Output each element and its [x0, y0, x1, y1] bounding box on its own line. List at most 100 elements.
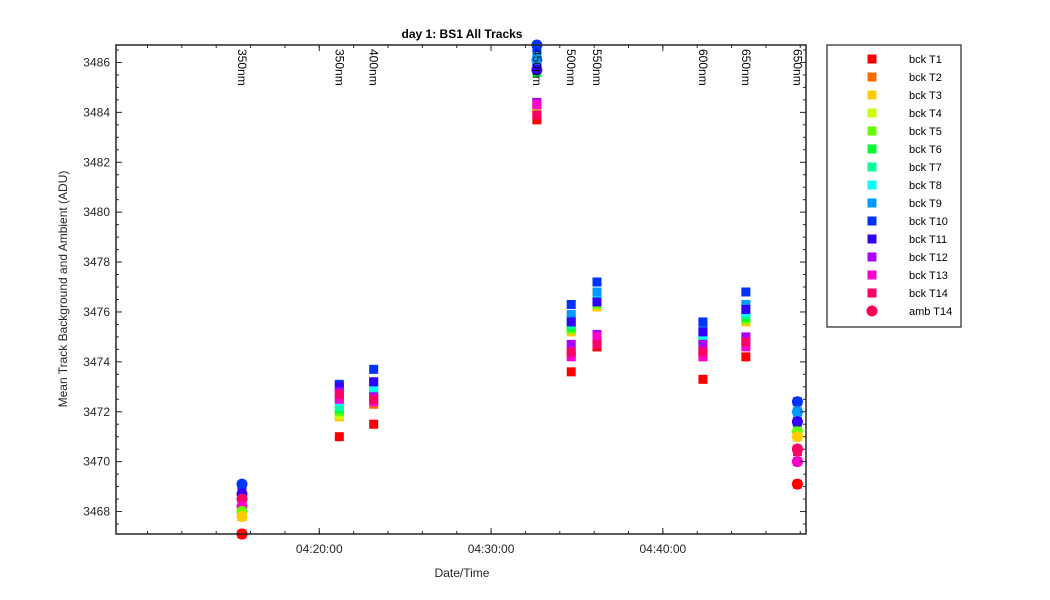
legend-marker: [866, 305, 878, 317]
data-point-square: [334, 389, 344, 399]
wavelength-annotation: 650nm: [790, 49, 804, 86]
legend-marker: [867, 288, 877, 298]
legend-label: bck T11: [909, 234, 947, 246]
data-point-square: [369, 364, 379, 374]
wavelength-annotation: 350nm: [235, 49, 249, 86]
wavelength-annotation: 400nm: [367, 49, 381, 86]
y-tick-label: 3474: [83, 355, 110, 369]
data-point-square: [698, 374, 708, 384]
x-axis-title: Date/Time: [435, 566, 490, 580]
legend-marker: [867, 54, 877, 64]
data-point-square: [741, 287, 751, 297]
legend-label: bck T4: [909, 108, 942, 120]
data-point-square: [369, 419, 379, 429]
legend-label: bck T14: [909, 288, 948, 300]
legend-marker: [867, 234, 877, 244]
y-tick-label: 3472: [83, 405, 110, 419]
x-tick-label: 04:20:00: [296, 542, 343, 556]
data-point-square: [592, 287, 602, 297]
legend-marker: [867, 270, 877, 280]
data-point-square: [592, 332, 602, 342]
legend-label: bck T6: [909, 144, 942, 156]
legend-marker: [867, 180, 877, 190]
data-point-square: [532, 110, 542, 120]
data-point-square: [369, 394, 379, 404]
data-point-square: [566, 367, 576, 377]
legend-label: bck T2: [909, 72, 942, 84]
y-tick-label: 3480: [83, 205, 110, 219]
data-point-square: [334, 382, 344, 392]
data-point-circle: [236, 478, 248, 490]
data-point-square: [566, 299, 576, 309]
data-point-square: [592, 339, 602, 349]
y-axis-title: Mean Track Background and Ambient (ADU): [56, 171, 70, 408]
wavelength-annotation: 500nm: [564, 49, 578, 86]
data-point-square: [566, 339, 576, 349]
data-point-square: [592, 277, 602, 287]
legend-label: amb T14: [909, 306, 952, 318]
y-tick-label: 3468: [83, 505, 110, 519]
data-point-square: [698, 339, 708, 349]
data-point-square: [741, 304, 751, 314]
annotations: 350nm 350nm 400nm 450nm 500nm 550nm 600nm 650nm…: [235, 49, 804, 86]
data-point-square: [741, 342, 751, 352]
data-point-square: [532, 100, 542, 110]
legend: bck T1 bck T2 bck T3 bck T4 bck T5 bck T6 bck …: [826, 44, 962, 328]
legend-marker: [867, 72, 877, 82]
data-point-circle: [791, 406, 803, 418]
legend-label: bck T7: [909, 162, 942, 174]
legend-marker: [867, 126, 877, 136]
legend-box: [826, 44, 962, 328]
data-point-square: [566, 352, 576, 362]
data-point-square: [566, 347, 576, 357]
legend-label: bck T3: [909, 90, 942, 102]
chart-title: day 1: BS1 All Tracks: [402, 27, 523, 41]
y-tick-label: 3478: [83, 255, 110, 269]
data-point-square: [741, 332, 751, 342]
data-point-square: [334, 402, 344, 412]
data-point-circle: [791, 416, 803, 428]
axes: 3468 3470 3472 3474 3476 3478 3480 3482 3484 3486…: [83, 44, 807, 556]
data-point-square: [698, 352, 708, 362]
plot-background: [116, 45, 806, 534]
wavelength-annotation: 450nm: [530, 49, 544, 86]
wavelength-annotation: 350nm: [332, 49, 346, 86]
data-point-square: [698, 317, 708, 327]
data-point-square: [369, 377, 379, 387]
data-point-square: [566, 317, 576, 327]
legend-marker: [867, 216, 877, 226]
data-point-circle: [236, 511, 248, 523]
legend-marker: [867, 108, 877, 118]
wavelength-annotation: 650nm: [739, 49, 753, 86]
legend-marker: [867, 90, 877, 100]
data-point-circle: [531, 64, 543, 76]
data-point-circle: [791, 478, 803, 490]
data-point-circle: [791, 443, 803, 455]
data-point-square: [741, 299, 751, 309]
legend-marker: [867, 162, 877, 172]
wavelength-annotation: 550nm: [590, 49, 604, 86]
data-point-square: [741, 337, 751, 347]
legend-marker: [867, 144, 877, 154]
data-point-square: [369, 382, 379, 392]
data-point-square: [698, 327, 708, 337]
wavelength-annotation: 600nm: [696, 49, 710, 86]
legend-label: bck T9: [909, 198, 942, 210]
data-point-square: [369, 387, 379, 397]
legend-label: bck T1: [909, 54, 942, 66]
legend-label: bck T12: [909, 252, 948, 264]
data-point-square: [566, 309, 576, 319]
axes-box: [115, 44, 807, 535]
data-point-circle: [531, 54, 543, 66]
data-point-square: [532, 115, 542, 125]
data-point-circle: [791, 431, 803, 443]
y-tick-label: 3482: [83, 155, 110, 169]
data-point-square: [334, 394, 344, 404]
data-point-circle: [791, 456, 803, 468]
y-tick-label: 3484: [83, 105, 110, 119]
x-tick-label: 04:30:00: [468, 542, 515, 556]
data-point-circle: [791, 396, 803, 408]
data-point-square: [592, 297, 602, 307]
legend-label: bck T8: [909, 180, 942, 192]
